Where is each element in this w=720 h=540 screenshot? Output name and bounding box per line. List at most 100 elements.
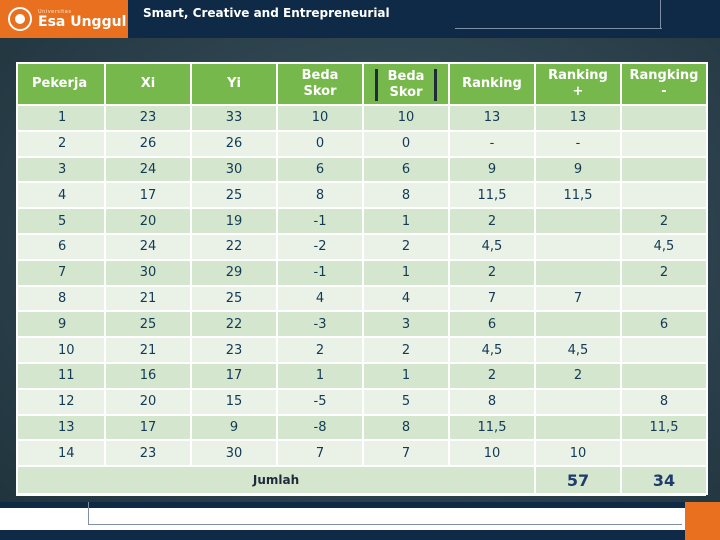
table-cell: 8 <box>620 387 708 416</box>
table-cell: - <box>448 129 536 158</box>
table-cell: 2 <box>620 258 708 287</box>
table-cell: 6 <box>448 310 536 339</box>
table-cell <box>620 104 708 132</box>
table-cell: 17 <box>104 181 192 210</box>
table-cell: 2 <box>362 232 450 261</box>
ranking-table: Pekerja Xi Yi Beda Skor Beda Skor Ranking … <box>16 62 708 496</box>
table-row: 2 26 26 0 0- - <box>16 129 708 158</box>
table-cell: 6 <box>16 232 106 261</box>
table-cell: 2 <box>534 361 622 390</box>
table-cell: 2 <box>276 336 364 364</box>
table-cell <box>534 258 622 287</box>
table-header-row: Pekerja Xi Yi Beda Skor Beda Skor Ranking … <box>16 62 708 106</box>
table-cell: 11 <box>16 361 106 390</box>
table-cell: 22 <box>190 310 278 339</box>
table-cell: 14 <box>16 439 106 468</box>
table-cell: 30 <box>104 258 192 287</box>
table-cell: 2 <box>620 207 708 235</box>
table-cell: 7 <box>362 439 450 468</box>
table-cell: 9 <box>534 155 622 184</box>
table-cell: 15 <box>190 387 278 416</box>
table-cell: 21 <box>104 336 192 364</box>
table-cell: 24 <box>104 232 192 261</box>
table-cell: 22 <box>190 232 278 261</box>
table-row: 4 17 25 8 8 11,5 11,5 <box>16 181 708 210</box>
table-cell: -1 <box>276 258 364 287</box>
table-cell: 8 <box>362 413 450 442</box>
table-row: 10 21 23 2 2 4,5 4,5 <box>16 336 708 364</box>
table-cell: 13 <box>534 104 622 132</box>
table-cell: 2 <box>16 129 106 158</box>
col-header-beda-skor: Beda Skor <box>276 62 364 106</box>
table-row: 13 17 9 -8 8 11,5 11,5 <box>16 413 708 442</box>
footer-accent <box>685 502 720 540</box>
col-header-rangking-minus: Rangking - <box>620 62 708 106</box>
table-cell: 1 <box>276 361 364 390</box>
table-cell: 11,5 <box>534 181 622 210</box>
table-cell: 10 <box>16 336 106 364</box>
logo-name: Esa Unggul <box>38 13 127 30</box>
table-cell: 30 <box>190 439 278 468</box>
col-header-ranking: Ranking <box>448 62 536 106</box>
tagline: Smart, Creative and Entrepreneurial <box>143 6 390 20</box>
table-cell <box>620 181 708 210</box>
table-cell: -1 <box>276 207 364 235</box>
table-cell: 6 <box>362 155 450 184</box>
table-cell: 3 <box>362 310 450 339</box>
table-row: 14 23 30 7 7 10 10 <box>16 439 708 468</box>
table-cell: 4,5 <box>534 336 622 364</box>
table-cell <box>534 207 622 235</box>
table-cell <box>620 155 708 184</box>
table-cell: 8 <box>276 181 364 210</box>
table-cell: 7 <box>16 258 106 287</box>
table-cell: -8 <box>276 413 364 442</box>
table-cell: 5 <box>16 207 106 235</box>
table-cell: -3 <box>276 310 364 339</box>
table-cell: 4 <box>16 181 106 210</box>
footer-strip <box>0 508 720 530</box>
table-cell: 7 <box>448 284 536 313</box>
table-row: 8 21 25 4 4 7 7 <box>16 284 708 313</box>
table-cell: 2 <box>448 361 536 390</box>
table-cell: 9 <box>16 310 106 339</box>
table-cell: 1 <box>16 104 106 132</box>
total-ranking-plus: 57 <box>534 465 622 496</box>
table-cell: 7 <box>534 284 622 313</box>
table-cell: 20 <box>104 207 192 235</box>
table-cell: 23 <box>190 336 278 364</box>
table-row: 11 16 17 1 1 2 2 <box>16 361 708 390</box>
col-header-ranking-plus: Ranking + <box>534 62 622 106</box>
table-cell: 30 <box>190 155 278 184</box>
table-row: 5 20 19 -1 1 2 2 <box>16 207 708 235</box>
table-cell: 10 <box>276 104 364 132</box>
table-cell: 1 <box>362 361 450 390</box>
total-rangking-minus: 34 <box>620 465 708 496</box>
table-cell <box>620 336 708 364</box>
table-cell: 10 <box>534 439 622 468</box>
table-cell: 17 <box>190 361 278 390</box>
table-cell: 12 <box>16 387 106 416</box>
table-cell: 5 <box>362 387 450 416</box>
table-cell: 21 <box>104 284 192 313</box>
table-cell: 7 <box>276 439 364 468</box>
table-row: 6 24 22 -2 2 4,5 4,5 <box>16 232 708 261</box>
table-cell: 1 <box>362 258 450 287</box>
logo-emblem-icon <box>8 7 32 31</box>
table-cell: 4 <box>276 284 364 313</box>
table-cell: 4,5 <box>448 336 536 364</box>
table-cell: 2 <box>362 336 450 364</box>
table-cell: 8 <box>448 387 536 416</box>
table-cell: 8 <box>16 284 106 313</box>
table-cell: 25 <box>190 181 278 210</box>
table-cell <box>534 310 622 339</box>
table-cell: 4 <box>362 284 450 313</box>
table-cell: -2 <box>276 232 364 261</box>
total-label: Jumlah <box>16 465 536 496</box>
table-row: 1 23 33 10 10 13 13 <box>16 104 708 132</box>
table-cell: 11,5 <box>448 413 536 442</box>
table-cell: 6 <box>276 155 364 184</box>
table-cell: 17 <box>104 413 192 442</box>
table-cell <box>620 439 708 468</box>
table-cell: 19 <box>190 207 278 235</box>
logo-subtext: Universitas <box>38 8 72 15</box>
